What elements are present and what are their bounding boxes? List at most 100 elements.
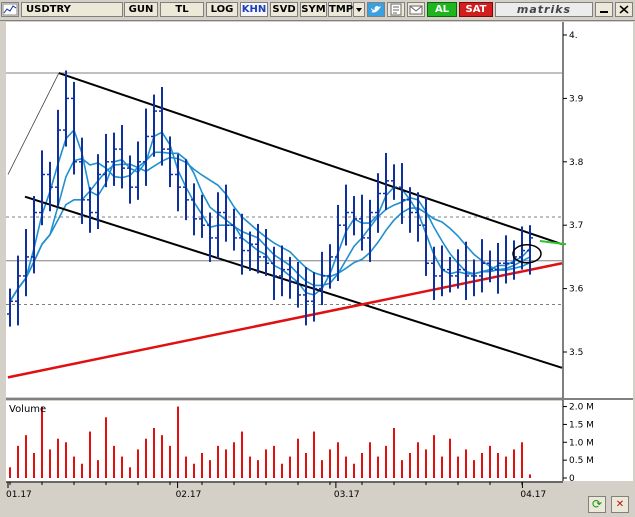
price-bar: [23, 229, 29, 297]
sell-button[interactable]: SAT: [459, 2, 493, 17]
price-bar: [527, 225, 533, 275]
price-bar: [7, 288, 13, 327]
refresh-icon[interactable]: ⟳: [588, 496, 606, 513]
price-bar: [31, 196, 37, 274]
price-bar: [407, 187, 413, 233]
x-tick-label: 04.17: [520, 490, 546, 500]
upper-channel-line: [58, 72, 563, 246]
symbol-label: USDTRY: [26, 4, 71, 15]
tl-button[interactable]: TL: [160, 2, 204, 17]
volume-tick-label: 2.0 M: [569, 403, 594, 413]
y-tick-label: 3.8: [569, 158, 584, 168]
khn-button[interactable]: KHN: [240, 2, 268, 17]
dropdown-arrow-icon[interactable]: [353, 2, 365, 17]
log-button[interactable]: LOG: [206, 2, 238, 17]
price-bar: [479, 239, 485, 293]
x-tick-label: 02.17: [176, 490, 202, 500]
brand-logo: matriks: [495, 2, 593, 17]
price-bar: [375, 173, 381, 233]
price-bar: [391, 164, 397, 200]
price-bar: [255, 223, 261, 274]
price-bar: [215, 192, 221, 259]
price-bar: [383, 152, 389, 210]
x-tick-label: 01.17: [6, 490, 32, 500]
price-bar: [127, 155, 133, 204]
sym-button[interactable]: SYM: [300, 2, 327, 17]
x-tick-label: 03.17: [334, 490, 360, 500]
price-bar: [495, 242, 501, 294]
price-bar: [431, 246, 437, 301]
volume-title: Volume: [9, 404, 46, 415]
price-bar: [159, 86, 165, 166]
volume-tick-label: 1.5 M: [569, 420, 594, 430]
gun-button[interactable]: GUN: [124, 2, 158, 17]
volume-tick-label: 0.5 M: [569, 456, 594, 466]
price-bar: [63, 70, 69, 147]
green-tangent-line: [539, 240, 567, 246]
tmp-button[interactable]: TMP: [328, 2, 354, 17]
price-bar: [47, 161, 53, 212]
price-bar: [287, 256, 293, 299]
price-bar: [111, 132, 117, 186]
minimize-icon[interactable]: [595, 2, 613, 17]
lower-channel-line: [24, 195, 563, 369]
support-trend-line: [7, 262, 563, 379]
price-bar: [399, 163, 405, 224]
svd-button[interactable]: SVD: [270, 2, 298, 17]
price-bar: [71, 81, 77, 175]
price-bar: [183, 159, 189, 221]
price-bar: [55, 109, 61, 208]
price-bar: [239, 213, 245, 275]
price-bar: [319, 251, 325, 306]
buy-button[interactable]: AL: [427, 2, 457, 17]
volume-tick-label: 1.0 M: [569, 438, 594, 448]
price-bar: [351, 196, 357, 236]
chart-thumbnail-icon[interactable]: [1, 2, 19, 17]
price-bar: [263, 229, 269, 276]
price-bar: [199, 194, 205, 238]
note-icon[interactable]: [387, 2, 405, 17]
price-bar: [231, 208, 237, 251]
price-bar: [327, 244, 333, 289]
price-bar: [271, 246, 277, 301]
price-bar: [303, 267, 309, 326]
price-bar: [343, 184, 349, 246]
price-bar: [359, 194, 365, 251]
price-bar: [335, 204, 341, 281]
y-tick-label: 3.5: [569, 348, 583, 358]
mail-icon[interactable]: [407, 2, 425, 17]
y-axis-panel: [563, 22, 633, 481]
price-bar: [311, 272, 317, 322]
price-bar: [143, 108, 149, 186]
price-bar: [207, 212, 213, 262]
peak-connector-line: [7, 72, 60, 175]
symbol-field[interactable]: USDTRY: [21, 2, 123, 17]
price-bar: [167, 136, 173, 188]
y-tick-label: 3.6: [569, 285, 584, 295]
close-chart-icon[interactable]: ✕: [611, 496, 629, 513]
moving-average-line: [9, 151, 531, 302]
price-bar: [415, 192, 421, 242]
price-bar: [175, 154, 181, 212]
price-bar: [463, 241, 469, 301]
twitter-icon[interactable]: [367, 2, 385, 17]
price-bar: [119, 125, 125, 189]
price-bar: [223, 184, 229, 242]
price-bar: [135, 141, 141, 200]
price-bar: [471, 259, 477, 297]
price-bar: [79, 137, 85, 224]
price-bar: [95, 154, 101, 230]
price-bar: [87, 187, 93, 233]
price-bar: [423, 197, 429, 276]
price-bar: [151, 94, 157, 157]
price-bar: [39, 150, 45, 226]
price-bar: [447, 256, 453, 293]
price-bar: [247, 231, 253, 271]
price-bar: [503, 235, 509, 284]
moving-average-line: [9, 156, 531, 302]
close-icon[interactable]: [615, 2, 633, 17]
price-bar: [103, 133, 109, 188]
price-bar: [455, 249, 461, 289]
